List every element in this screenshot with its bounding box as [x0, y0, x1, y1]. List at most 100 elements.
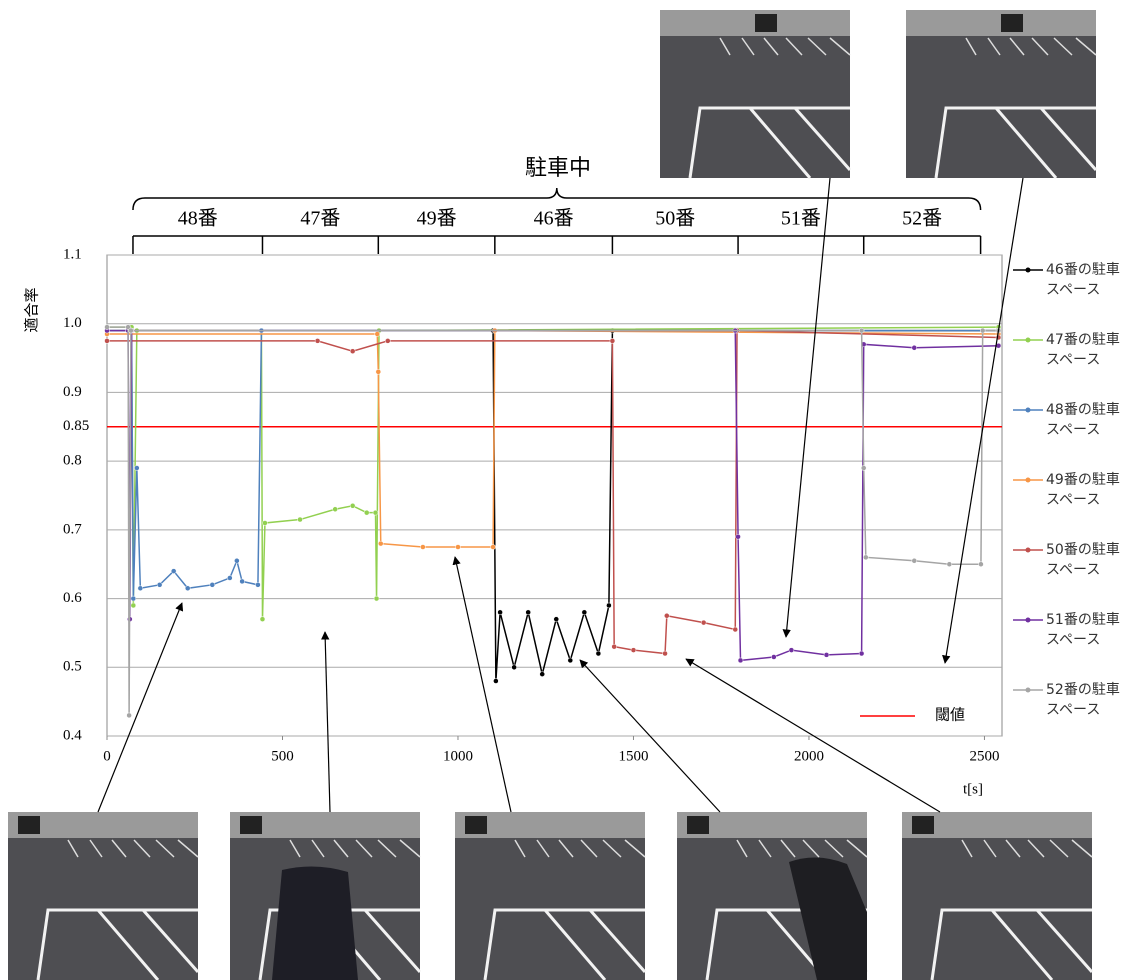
data-point — [385, 338, 390, 343]
legend-marker — [1026, 268, 1031, 273]
data-point — [596, 651, 601, 656]
bracket-label: 駐車中 — [525, 155, 591, 180]
data-point — [350, 349, 355, 354]
photo-car-small — [465, 816, 487, 834]
data-point — [861, 466, 866, 471]
y-tick-label: 0.6 — [63, 590, 82, 606]
y-tick-label: 1.1 — [63, 246, 82, 262]
data-point — [554, 617, 559, 622]
data-point — [255, 582, 260, 587]
data-point — [134, 466, 139, 471]
y-tick-label: 1.0 — [63, 315, 82, 331]
data-point — [455, 545, 460, 550]
data-point — [701, 620, 706, 625]
x-tick-label: 0 — [103, 748, 111, 764]
data-point — [171, 569, 176, 574]
threshold-legend-label: 閾値 — [935, 706, 965, 723]
data-point — [498, 610, 503, 615]
photo-car-small — [912, 816, 934, 834]
chart: 駐車中 適合率 t[s] 0.40.50.60.70.80.850.91.01.… — [0, 0, 1143, 980]
y-tick-label: 0.7 — [63, 521, 82, 537]
arrow — [786, 178, 830, 637]
x-tick-label: 2000 — [794, 748, 824, 764]
data-point — [376, 369, 381, 374]
data-point — [540, 672, 545, 677]
data-point — [315, 338, 320, 343]
photo — [8, 812, 198, 980]
data-point — [582, 610, 587, 615]
data-point — [663, 651, 668, 656]
x-tick-label: 1500 — [618, 748, 648, 764]
data-point — [105, 325, 110, 330]
data-point — [493, 679, 498, 684]
data-point — [378, 541, 383, 546]
photo — [902, 812, 1092, 980]
x-tick-label: 2500 — [969, 748, 999, 764]
data-point — [606, 603, 611, 608]
data-point — [736, 534, 741, 539]
period-label: 48番 — [178, 207, 218, 230]
data-point — [375, 332, 380, 337]
data-point — [364, 510, 369, 515]
data-point — [131, 596, 136, 601]
series-line — [107, 327, 998, 715]
photo-car-small — [1001, 14, 1023, 32]
data-point — [333, 507, 338, 512]
y-axis-label: 適合率 — [22, 287, 40, 332]
data-point — [260, 617, 265, 622]
legend-marker — [1026, 408, 1031, 413]
data-point — [373, 510, 378, 515]
data-point — [157, 582, 162, 587]
y-tick-label: 0.8 — [63, 453, 82, 469]
x-tick-label: 500 — [271, 748, 294, 764]
photo-car-small — [18, 816, 40, 834]
photo — [230, 812, 420, 980]
data-point — [491, 545, 496, 550]
data-point — [863, 555, 868, 560]
data-point — [733, 627, 738, 632]
y-tick-label: 0.4 — [63, 727, 82, 743]
period-label: 52番 — [902, 207, 942, 230]
data-point — [374, 596, 379, 601]
arrow — [98, 603, 182, 812]
legend-label: 50番の駐車スペース — [1046, 540, 1132, 580]
data-point — [234, 558, 239, 563]
x-tick-label: 1000 — [443, 748, 473, 764]
legend-label: 52番の駐車スペース — [1046, 680, 1132, 720]
period-label: 49番 — [417, 207, 457, 230]
data-point — [980, 328, 985, 333]
photo — [677, 812, 867, 980]
period-label: 51番 — [781, 207, 821, 230]
data-point — [420, 545, 425, 550]
data-point — [738, 658, 743, 663]
data-point — [210, 582, 215, 587]
arrow — [945, 178, 1023, 663]
photo-car-small — [755, 14, 777, 32]
data-point — [771, 654, 776, 659]
photo — [906, 10, 1096, 178]
period-label: 46番 — [534, 207, 574, 230]
photo — [660, 10, 850, 178]
data-point — [947, 562, 952, 567]
y-tick-label: 0.9 — [63, 384, 82, 400]
photo-car-small — [240, 816, 262, 834]
data-point — [128, 328, 133, 333]
data-point — [227, 575, 232, 580]
photo-car — [272, 866, 358, 980]
period-label: 47番 — [300, 207, 340, 230]
data-point — [612, 644, 617, 649]
arrow — [455, 557, 511, 812]
data-point — [298, 517, 303, 522]
data-point — [789, 648, 794, 653]
figure: 駐車中 適合率 t[s] 0.40.50.60.70.80.850.91.01.… — [0, 0, 1143, 980]
data-point — [127, 713, 132, 718]
photo — [455, 812, 645, 980]
data-point — [185, 586, 190, 591]
legend-label: 51番の駐車スペース — [1046, 610, 1132, 650]
legend-label: 48番の駐車スペース — [1046, 400, 1132, 440]
data-point — [512, 665, 517, 670]
legend-marker — [1026, 618, 1031, 623]
data-point — [631, 648, 636, 653]
legend-label: 49番の駐車スペース — [1046, 470, 1132, 510]
data-point — [240, 579, 245, 584]
